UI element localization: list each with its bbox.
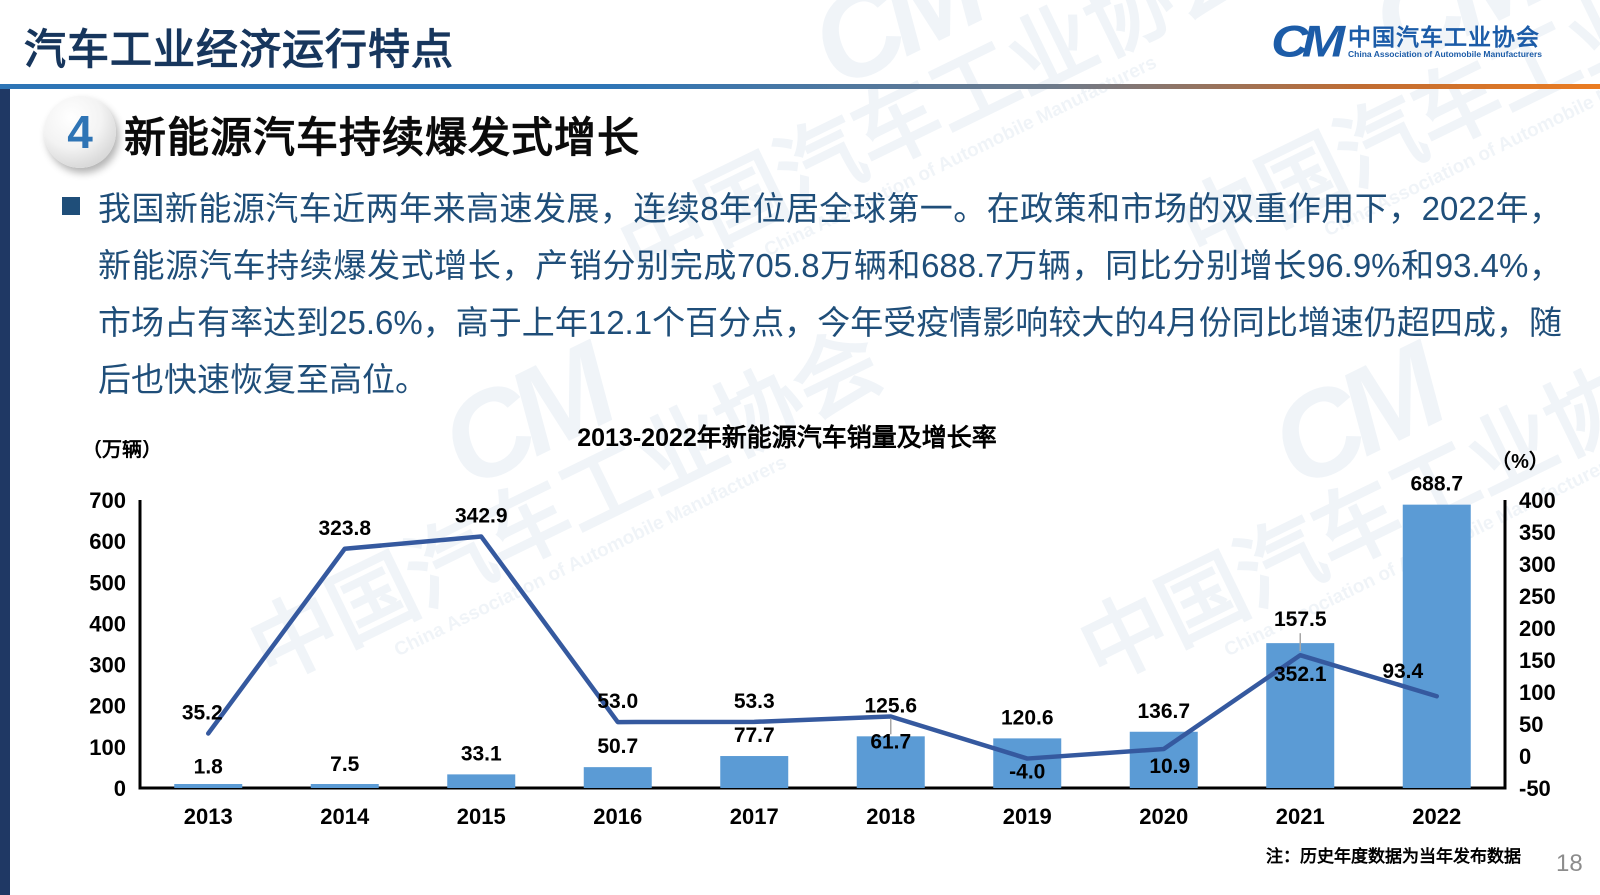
- right-axis-tick-label: 350: [1519, 520, 1556, 545]
- left-axis-tick-label: 500: [89, 570, 126, 595]
- bullet-square-icon: [62, 197, 80, 215]
- bar-value-label: 77.7: [734, 724, 775, 747]
- line-value-label: 157.5: [1274, 608, 1327, 631]
- bar-value-label: 1.8: [194, 755, 224, 778]
- left-axis-tick-label: 300: [89, 653, 126, 678]
- left-axis-tick-label: 0: [114, 776, 126, 801]
- growth-line: [206, 534, 1439, 761]
- bar-2019: [993, 738, 1062, 788]
- x-category-label: 2017: [730, 804, 779, 829]
- x-category-label: 2020: [1139, 804, 1188, 829]
- left-axis-tick-label: 700: [89, 488, 126, 513]
- left-axis-tick-label: 100: [89, 735, 126, 760]
- bar-2022: [1402, 504, 1471, 788]
- line-value-label: 342.9: [455, 505, 508, 528]
- right-axis-tick-label: 250: [1519, 584, 1556, 609]
- line-value-label: 53.3: [734, 690, 775, 713]
- bar-value-label: 50.7: [597, 735, 638, 758]
- nev-sales-growth-chart: 0 100 200 300 400 500 600 700 -50 0 50 100 150 200 250…: [82, 440, 1556, 829]
- right-axis-tick-label: -50: [1519, 776, 1551, 801]
- x-category-label: 2016: [593, 804, 642, 829]
- right-axis-tick-label: 300: [1519, 552, 1556, 577]
- section-heading: 新能源汽车持续爆发式增长: [124, 114, 641, 161]
- right-axis-tick-label: 100: [1519, 680, 1556, 705]
- right-axis-tick-label: 400: [1519, 488, 1556, 513]
- chart-footnote: 注：历史年度数据为当年发布数据: [1266, 847, 1521, 866]
- bar-2021: [1266, 643, 1335, 788]
- right-axis-tick-label: 50: [1519, 712, 1543, 737]
- bar-2014: [310, 784, 379, 788]
- bar-value-label: 688.7: [1410, 473, 1463, 496]
- line-value-label: 10.9: [1149, 755, 1190, 778]
- section-number-badge: 4: [44, 96, 116, 168]
- chart-title: 2013-2022年新能源汽车销量及增长率: [577, 424, 997, 452]
- right-axis-tick-label: 200: [1519, 616, 1556, 641]
- header-divider: [0, 84, 1600, 89]
- bar-2013: [174, 784, 243, 788]
- caam-logo: CM 中国汽车工业协会 China Association of Automob…: [1271, 16, 1542, 68]
- bar-value-label: 125.6: [864, 694, 917, 717]
- x-category-label: 2022: [1412, 804, 1461, 829]
- body-paragraph: 我国新能源汽车近两年来高速发展，连续8年位居全球第一。在政策和市场的双重作用下，…: [98, 190, 1562, 398]
- line-value-label: -4.0: [1009, 761, 1045, 784]
- left-edge-accent-bar: [0, 89, 10, 895]
- left-axis-tick-label: 200: [89, 694, 126, 719]
- bar-value-label: 7.5: [330, 753, 360, 776]
- line-value-label: 61.7: [870, 731, 911, 754]
- logo-org-name-en: China Association of Automobile Manufact…: [1348, 49, 1542, 60]
- right-axis-unit-label: （%）: [1491, 450, 1549, 473]
- page-number: 18: [1556, 850, 1583, 877]
- x-category-label: 2014: [320, 804, 370, 829]
- x-category-label: 2018: [866, 804, 915, 829]
- bar-value-label: 136.7: [1137, 700, 1190, 723]
- x-category-label: 2013: [184, 804, 233, 829]
- left-axis-tick-label: 400: [89, 611, 126, 636]
- logo-org-name-cn: 中国汽车工业协会: [1348, 23, 1541, 50]
- bar-2015: [447, 774, 516, 788]
- bar-value-label: 352.1: [1274, 663, 1327, 686]
- bar-2020: [1129, 731, 1198, 788]
- line-value-label: 35.2: [182, 701, 223, 724]
- x-category-label: 2015: [457, 804, 506, 829]
- left-axis-tick-label: 600: [89, 529, 126, 554]
- x-category-label: 2021: [1276, 804, 1325, 829]
- bar-2017: [720, 756, 789, 788]
- right-axis-tick-label: 0: [1519, 744, 1531, 769]
- bar-2016: [583, 767, 652, 788]
- bar-value-label: 120.6: [1001, 706, 1054, 729]
- x-category-label: 2019: [1003, 804, 1052, 829]
- bar-value-label: 33.1: [461, 742, 502, 765]
- right-axis-tick-label: 150: [1519, 648, 1556, 673]
- bar-2018: [856, 736, 925, 788]
- page-title: 汽车工业经济运行特点: [24, 26, 455, 73]
- line-value-label: 323.8: [318, 517, 371, 540]
- caam-monogram-icon: CM: [1271, 17, 1345, 67]
- left-axis-unit-label: （万辆）: [82, 440, 162, 461]
- line-value-label: 53.0: [597, 690, 638, 713]
- line-value-label: 93.4: [1382, 660, 1423, 683]
